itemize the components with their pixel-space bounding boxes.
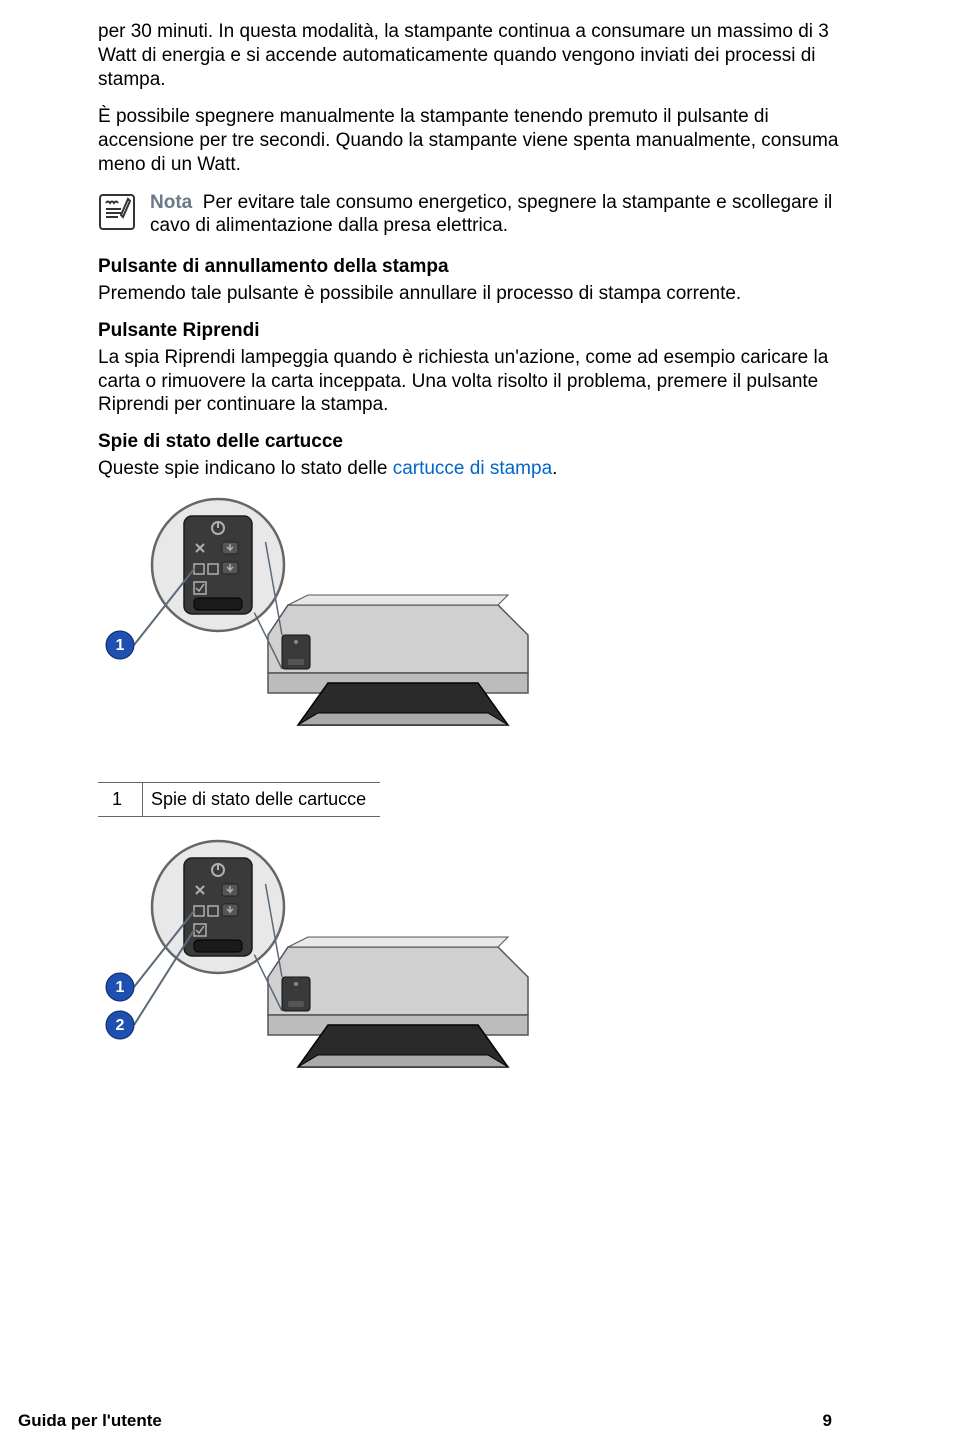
paragraph-cancel: Premendo tale pulsante è possibile annul… [98, 282, 862, 306]
footer-left: Guida per l'utente [18, 1411, 162, 1431]
page-footer: Guida per l'utente 9 [18, 1411, 832, 1431]
svg-text:2: 2 [116, 1017, 125, 1034]
svg-text:1: 1 [116, 979, 125, 996]
note-block: Nota Per evitare tale consumo energetico… [98, 191, 862, 239]
callout-table: 1 Spie di stato delle cartucce [98, 782, 380, 817]
cartridge-suffix: . [552, 458, 557, 479]
document-page: per 30 minuti. In questa modalità, la st… [0, 0, 862, 1447]
note-text: Nota Per evitare tale consumo energetico… [150, 191, 862, 239]
note-icon [98, 193, 136, 236]
paragraph-intro: per 30 minuti. In questa modalità, la st… [98, 20, 862, 91]
heading-cartridge: Spie di stato delle cartucce [98, 431, 862, 453]
note-body: Per evitare tale consumo energetico, spe… [150, 192, 832, 237]
svg-text:1: 1 [116, 637, 125, 654]
footer-right: 9 [823, 1411, 832, 1431]
paragraph-manual-off: È possibile spegnere manualmente la stam… [98, 105, 862, 176]
callout-number: 1 [98, 782, 143, 816]
printer-figure-1: 1 [98, 495, 862, 760]
table-row: 1 Spie di stato delle cartucce [98, 782, 380, 816]
heading-resume: Pulsante Riprendi [98, 320, 862, 342]
note-label: Nota [150, 192, 192, 213]
printer-figure-2: 12 [98, 837, 862, 1122]
paragraph-cartridge: Queste spie indicano lo stato delle cart… [98, 457, 862, 481]
heading-cancel: Pulsante di annullamento della stampa [98, 256, 862, 278]
cartridge-link[interactable]: cartucce di stampa [393, 458, 552, 479]
paragraph-resume: La spia Riprendi lampeggia quando è rich… [98, 346, 862, 417]
cartridge-prefix: Queste spie indicano lo stato delle [98, 458, 393, 479]
callout-label: Spie di stato delle cartucce [143, 782, 381, 816]
